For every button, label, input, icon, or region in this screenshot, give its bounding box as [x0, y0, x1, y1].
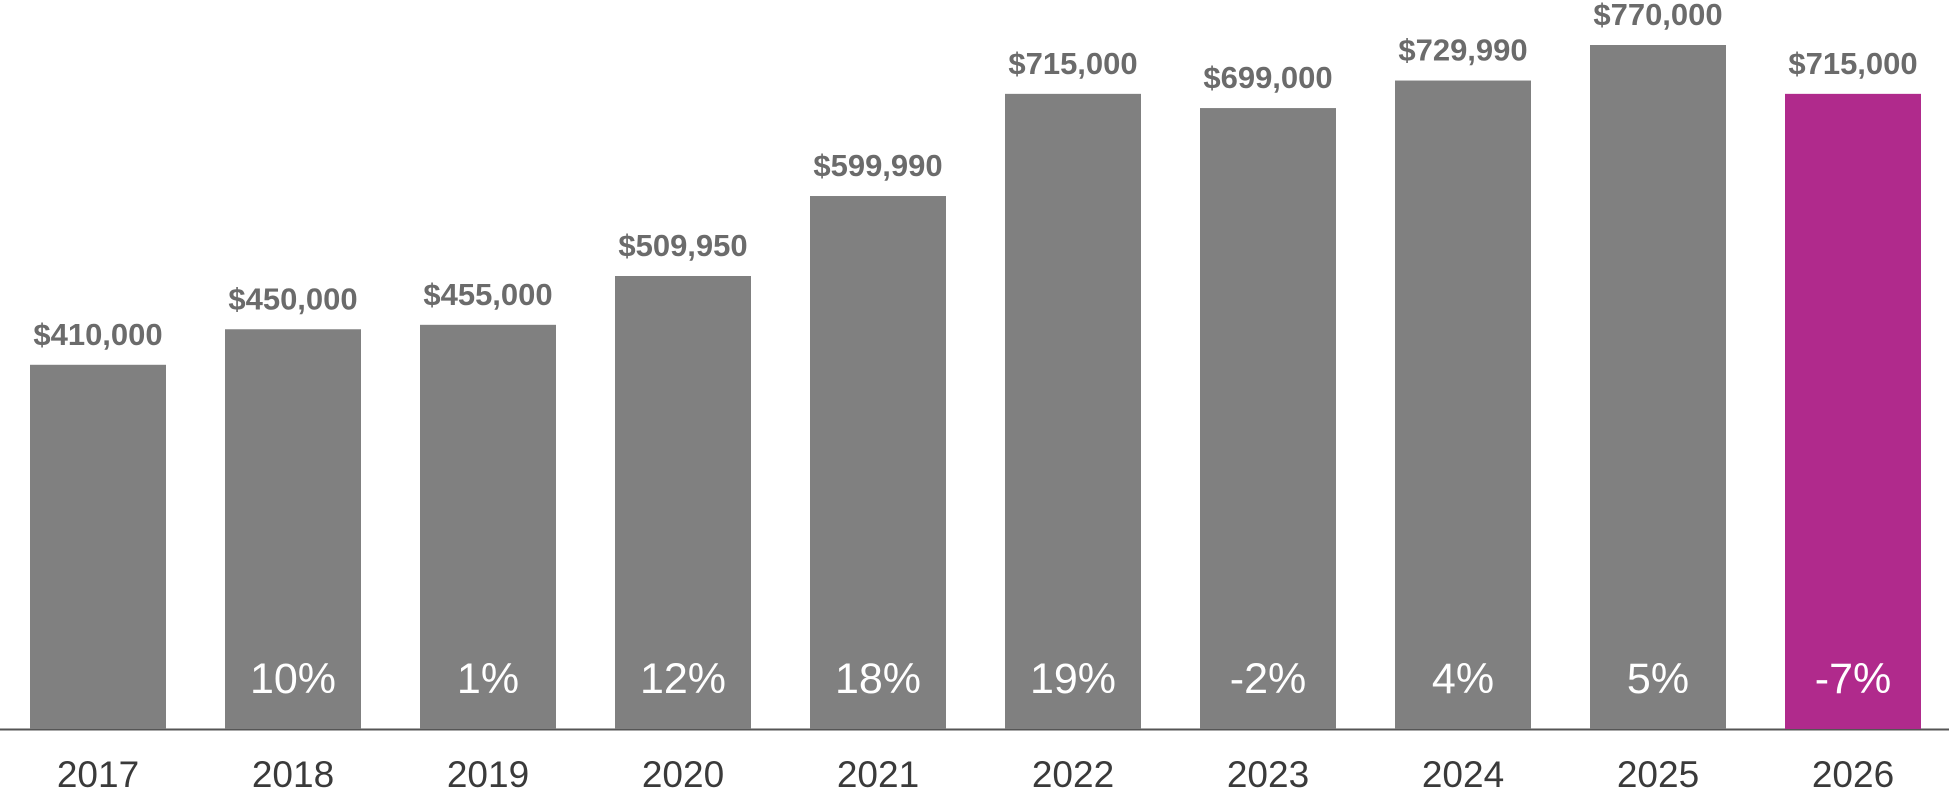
value-label: $450,000 [228, 281, 357, 316]
bar-2019 [420, 324, 556, 729]
bar-2023 [1200, 108, 1336, 729]
value-label: $599,990 [813, 148, 942, 183]
x-tick-label: 2025 [1617, 754, 1699, 795]
value-label: $715,000 [1788, 46, 1917, 81]
change-label: -2% [1230, 655, 1306, 703]
change-label: 1% [457, 655, 519, 703]
bar-2021 [810, 196, 946, 730]
value-label: $410,000 [33, 317, 162, 352]
bar-2022 [1005, 93, 1141, 730]
x-tick-label: 2017 [57, 754, 139, 795]
value-label: $509,950 [618, 228, 747, 263]
change-label: 5% [1627, 655, 1689, 703]
change-label: 12% [640, 655, 726, 703]
bar-2020 [615, 276, 751, 729]
value-label: $455,000 [423, 277, 552, 312]
x-tick-label: 2024 [1422, 754, 1504, 795]
value-label: $729,990 [1398, 33, 1527, 68]
bar-2018 [225, 329, 361, 729]
x-tick-label: 2026 [1812, 754, 1894, 795]
x-tick-label: 2021 [837, 754, 919, 795]
value-label: $715,000 [1008, 46, 1137, 81]
change-label: 10% [250, 655, 336, 703]
x-tick-label: 2018 [252, 754, 334, 795]
bar-2026 [1785, 93, 1921, 730]
change-label: 4% [1432, 655, 1494, 703]
value-label: $699,000 [1203, 60, 1332, 95]
x-tick-label: 2020 [642, 754, 724, 795]
bar-2024 [1395, 80, 1531, 729]
x-tick-label: 2022 [1032, 754, 1114, 795]
x-tick-label: 2019 [447, 754, 529, 795]
bar-2025 [1590, 45, 1726, 729]
change-label: -7% [1815, 655, 1891, 703]
change-label: 18% [835, 655, 921, 703]
value-label: $770,000 [1593, 0, 1722, 32]
bar-2017 [30, 364, 166, 729]
change-label: 19% [1030, 655, 1116, 703]
x-tick-label: 2023 [1227, 754, 1309, 795]
